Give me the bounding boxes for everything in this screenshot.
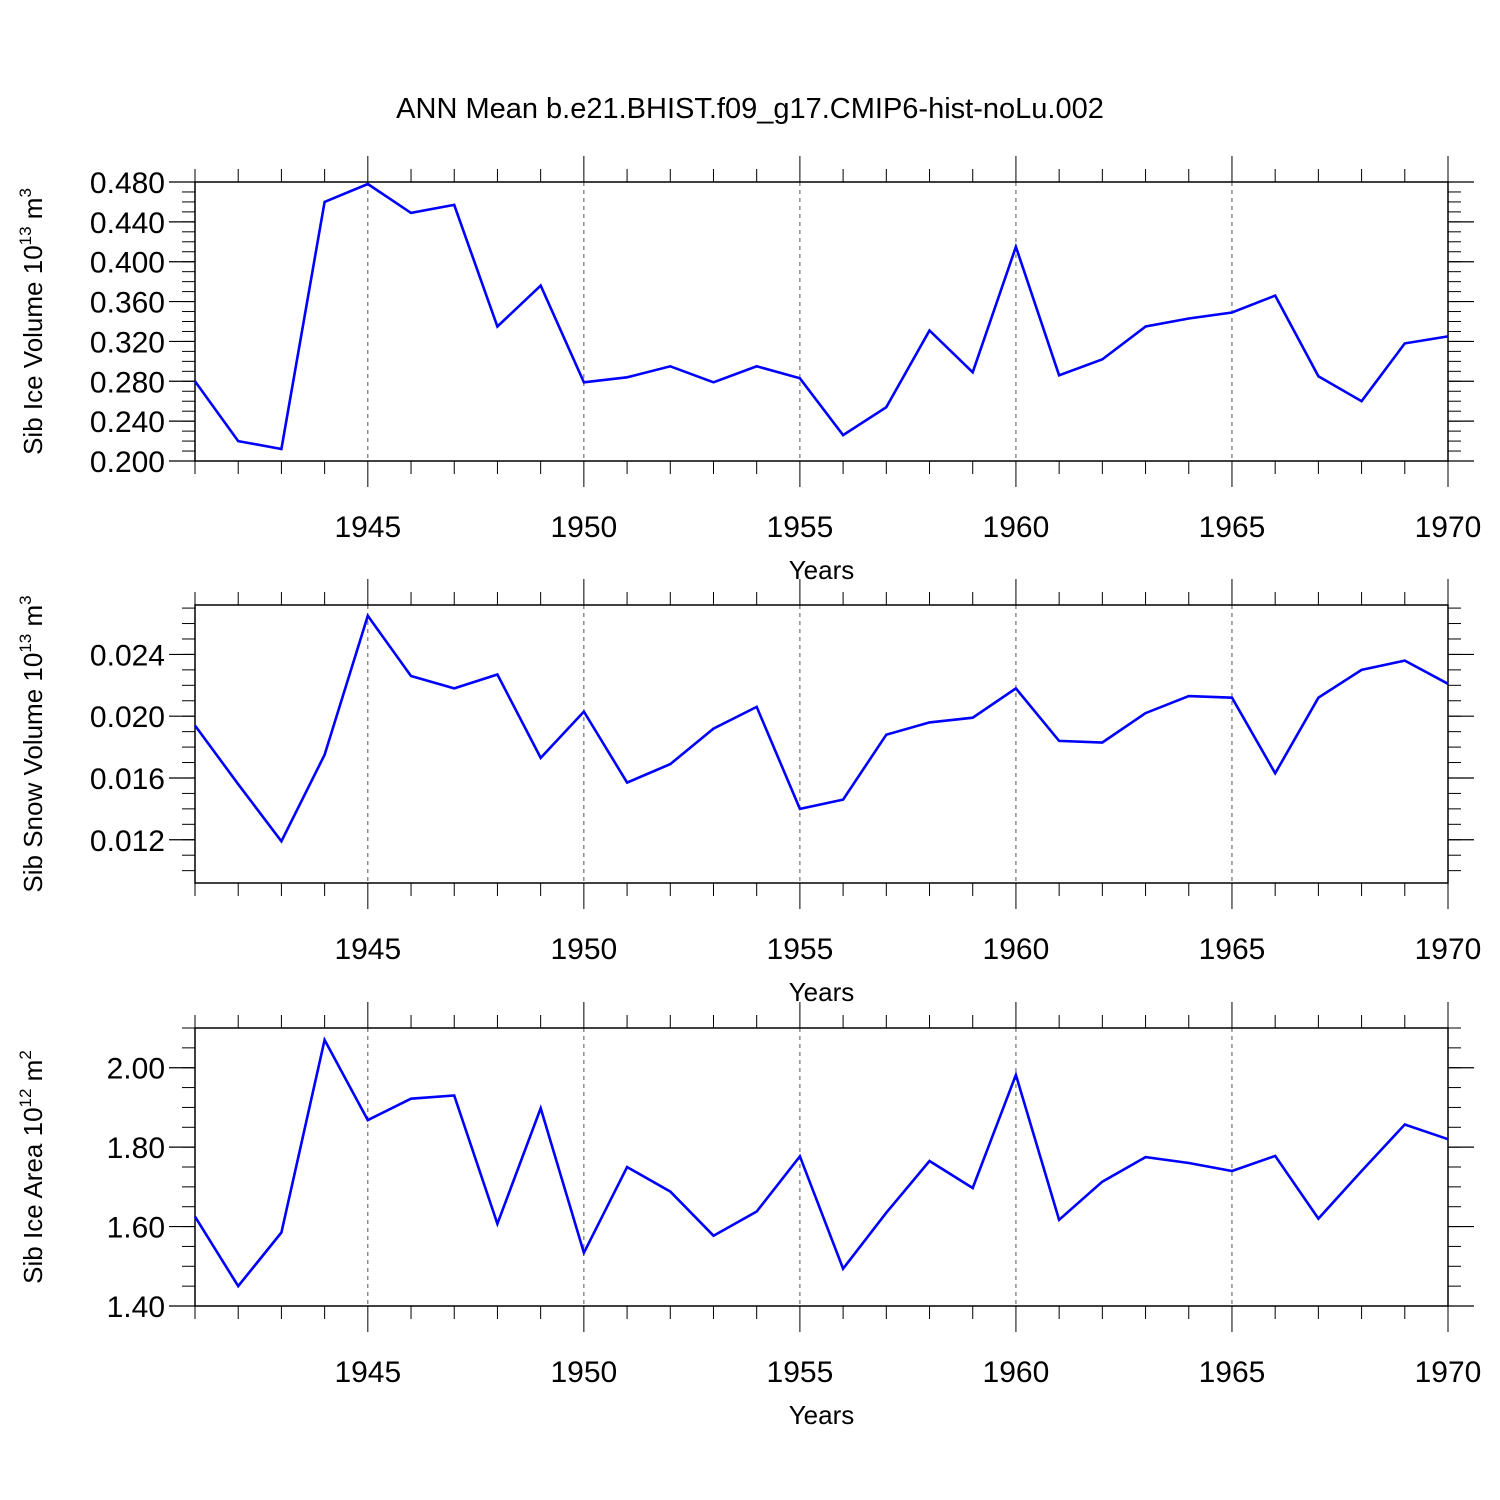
x-axis-label: Years [789,977,855,1007]
y-axis-label-prefix: Sib Snow Volume 10 [18,653,48,893]
y-tick-label: 0.200 [90,446,165,479]
y-axis-label-unit-exponent: 3 [16,188,35,197]
y-tick-label: 1.60 [107,1212,165,1245]
panel-3: 1.40 1.60 1.80 2.00 1945 1950 1955 1960 1965 1970… [16,1002,1481,1430]
x-axis-label: Years [789,555,855,585]
x-tick-label: 1945 [334,511,401,544]
x-tick-label: 1950 [550,933,617,966]
x-tick-label: 1955 [767,1356,834,1389]
y-axis-label-unit-exponent: 2 [16,1050,35,1059]
y-tick-label: 1.40 [107,1291,165,1324]
x-tick-label: 1970 [1415,511,1482,544]
panel-1: 0.200 0.240 0.280 0.320 0.360 0.400 0.440 0.480… [16,156,1481,585]
series-line [193,612,1449,844]
x-tick-label: 1945 [334,1356,401,1389]
x-tick-label: 1955 [767,511,834,544]
series-line [193,1036,1449,1289]
y-tick-label: 0.480 [90,167,165,200]
x-tick-label: 1950 [550,511,617,544]
y-tick-label: 0.240 [90,406,165,439]
y-tick-label: 0.400 [90,247,165,280]
panels: 0.200 0.240 0.280 0.320 0.360 0.400 0.440 0.480… [16,156,1481,1430]
y-axis-label: Sib Ice Volume 1013 m3 [16,188,48,455]
x-tick-label: 1965 [1199,933,1266,966]
y-tick-label: 2.00 [107,1053,165,1086]
y-tick-label: 0.440 [90,207,165,240]
plot-frame [194,1027,1449,1307]
y-tick-label: 0.320 [90,326,165,359]
x-tick-label: 1970 [1415,1356,1482,1389]
y-tick-label: 0.020 [90,701,165,734]
y-axis-label-unit-exponent: 3 [16,595,35,604]
y-axis-label-prefix: Sib Ice Volume 10 [18,245,48,455]
x-tick-label: 1970 [1415,933,1482,966]
y-axis-label-prefix: Sib Ice Area 10 [18,1107,48,1283]
x-tick-label: 1960 [983,933,1050,966]
y-tick-label: 0.280 [90,366,165,399]
plot-frame [194,604,1449,884]
series-line [193,182,1449,451]
panel-2: 0.012 0.016 0.020 0.024 1945 1950 1955 1960 1965… [16,579,1481,1007]
x-tick-label: 1960 [983,1356,1050,1389]
y-tick-label: 0.024 [90,639,165,672]
y-tick-label: 0.012 [90,825,165,858]
x-tick-label: 1965 [1199,1356,1266,1389]
y-axis-label-unit: m [18,198,48,227]
y-axis-label-exponent: 13 [16,634,35,653]
x-tick-label: 1955 [767,933,834,966]
x-tick-label: 1960 [983,511,1050,544]
y-axis-label-exponent: 12 [16,1089,35,1108]
y-axis-label-exponent: 13 [16,226,35,245]
plot-frame [194,181,1449,462]
x-tick-label: 1950 [550,1356,617,1389]
y-axis-label-unit: m [18,605,48,634]
y-tick-label: 1.80 [107,1132,165,1165]
x-tick-label: 1965 [1199,511,1266,544]
x-axis-label: Years [789,1400,855,1430]
y-axis-label: Sib Ice Area 1012 m2 [16,1050,48,1284]
chart-title: ANN Mean b.e21.BHIST.f09_g17.CMIP6-hist-… [396,93,1104,125]
x-tick-label: 1945 [334,933,401,966]
y-axis-label-unit: m [18,1060,48,1089]
y-tick-label: 0.016 [90,763,165,796]
y-axis-label: Sib Snow Volume 1013 m3 [16,595,48,892]
y-tick-label: 0.360 [90,287,165,320]
